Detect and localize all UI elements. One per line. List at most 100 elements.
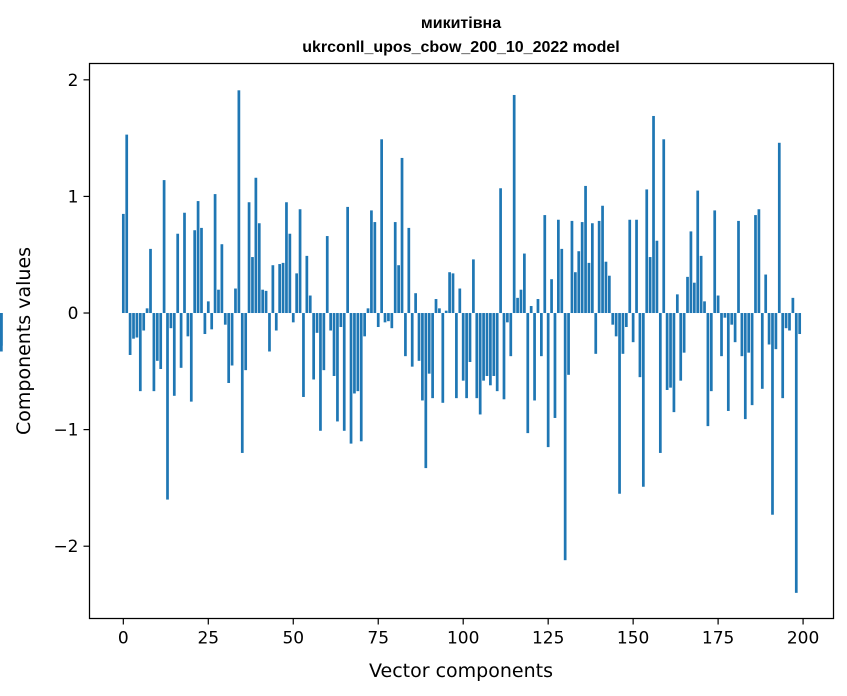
bar [227,313,231,383]
bar [655,240,659,314]
bar [720,313,723,357]
bar [798,313,802,335]
bar [750,313,754,406]
bar [274,313,278,331]
bar [278,264,282,314]
bar [754,215,757,314]
bar [747,313,751,353]
bar [339,313,343,328]
bar [230,313,234,366]
bar [424,313,428,469]
bar [743,313,747,420]
bar [526,313,530,434]
bar [329,313,333,331]
x-axis-label: Vector components [369,660,553,682]
bar [506,313,509,323]
bar [410,313,414,367]
x-tick-label: 175 [702,629,734,649]
x-tick-label: 100 [447,629,479,649]
bar [604,261,608,314]
bar [159,313,163,369]
bar [179,313,183,368]
bar [138,313,142,392]
bar [512,94,516,314]
bar [624,313,628,328]
bar [380,139,383,314]
bar [482,313,485,381]
bar [764,274,768,314]
bar [210,313,214,330]
bar [774,313,778,350]
bar [268,313,271,352]
bar [407,227,411,314]
bar [383,313,387,323]
bar [618,313,621,494]
bar [519,289,523,314]
bar [492,313,496,376]
bar [421,313,424,401]
bar [247,202,251,314]
bar [149,248,152,314]
bar [557,219,560,314]
bar [689,231,693,314]
bar [288,233,292,314]
bar [635,219,638,314]
bar [166,313,169,500]
bar [794,313,798,593]
bar [308,295,312,314]
bar [128,313,132,355]
bar [686,276,689,314]
bar [438,308,441,314]
bar [553,313,557,418]
bar [315,313,319,333]
bar [162,180,166,314]
bar [244,313,248,371]
bar [376,313,380,328]
bar [325,236,329,314]
bar [359,313,363,442]
bar [523,253,526,314]
bar [261,289,265,314]
x-tick-label: 25 [197,629,219,649]
bar [791,297,795,314]
bar [271,265,275,314]
bar [285,202,288,314]
x-tick-label: 75 [367,629,389,649]
bar [536,299,540,314]
bar [189,313,193,402]
bar [397,265,400,314]
bar [264,290,268,314]
bar [652,115,655,314]
bar [400,157,404,314]
bar [478,313,482,415]
bar [533,313,536,401]
x-tick-label: 0 [118,629,129,649]
bar [781,313,785,399]
bar [176,233,180,314]
bar [257,223,261,314]
bar [200,227,203,314]
bar [509,313,513,357]
bar [121,213,125,314]
bar [319,313,322,431]
bar [550,279,553,314]
bar [390,313,394,329]
bar [682,313,686,353]
bar [546,313,550,448]
y-tick-label: −1 [53,421,78,441]
chart-subtitle: ukrconll_upos_cbow_200_10_2022 model [302,39,619,56]
bar [621,313,625,354]
bar [346,206,349,314]
bar [574,272,577,314]
bar [427,313,431,374]
bar [628,219,632,314]
bar [580,222,584,314]
y-axis-label: Components values [13,247,35,435]
bar [760,313,764,389]
bar [679,313,683,381]
bar [298,209,302,314]
bar [132,313,135,339]
y-tick-label: 1 [68,187,79,207]
bar [254,177,258,314]
